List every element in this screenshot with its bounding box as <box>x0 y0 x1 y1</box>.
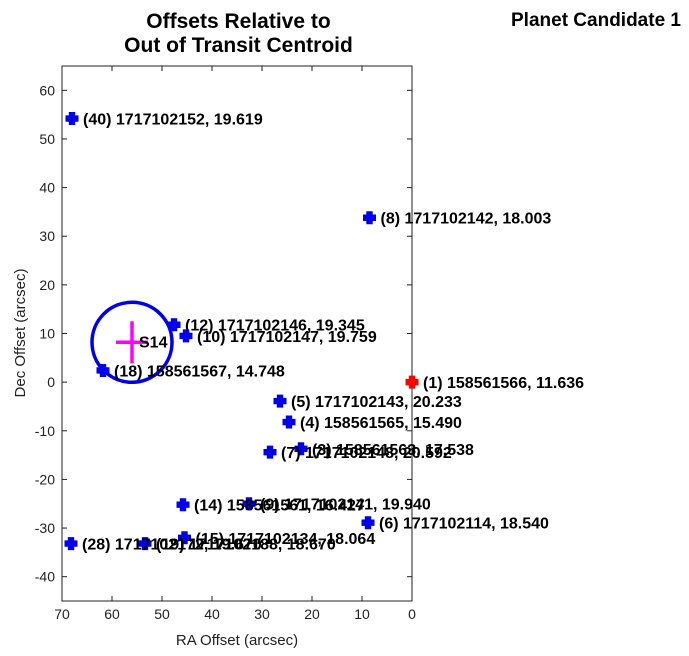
y-tick-label: 40 <box>39 180 55 196</box>
chart-title: Offsets Relative to Out of Transit Centr… <box>66 10 411 58</box>
star-marker <box>294 442 308 456</box>
centroid-layer: S14 <box>90 300 174 385</box>
title-line-2: Out of Transit Centroid <box>124 34 353 57</box>
point-label: (6) 1717102114, 18.540 <box>379 516 549 533</box>
x-tick-label: 50 <box>154 606 170 622</box>
point-label: (14) 158561561, 16.427 <box>194 498 365 515</box>
star-marker <box>273 394 287 408</box>
point-label: (15) 1717102134, 18.064 <box>196 531 376 548</box>
target-star-marker <box>405 375 419 389</box>
y-tick-label: 30 <box>39 228 55 244</box>
star-marker <box>179 329 193 343</box>
point-label: (7) 1717102148, 20.592 <box>281 445 452 462</box>
star-marker <box>282 415 296 429</box>
x-tick-label: 10 <box>354 606 370 622</box>
point-label: (10) 1717102147, 19.759 <box>197 329 377 346</box>
x-tick-label: 60 <box>104 606 120 622</box>
point-label: (9) 1717102141, 19.940 <box>260 497 431 514</box>
centroid-circle <box>90 300 174 385</box>
star-marker <box>363 211 376 225</box>
y-tick-label: 0 <box>47 374 55 390</box>
star-marker <box>64 537 78 551</box>
x-tick-label: 40 <box>204 606 220 622</box>
star-marker <box>242 497 256 511</box>
y-axis-label: Dec Offset (arcsec) <box>12 269 29 398</box>
x-tick-label: 20 <box>304 606 320 622</box>
star-marker <box>263 445 277 459</box>
point-label: (18) 158561567, 14.748 <box>114 363 285 380</box>
star-marker <box>65 112 79 126</box>
point-label: (4) 158561565, 15.490 <box>300 415 462 432</box>
y-tick-label: -10 <box>35 423 55 439</box>
point-label: (12) 1717102146, 19.345 <box>185 318 365 335</box>
star-marker <box>96 363 110 377</box>
star-marker <box>138 537 152 551</box>
y-tick-label: -20 <box>35 471 55 487</box>
title-line-1: Offsets Relative to <box>146 10 331 33</box>
y-tick-label: -40 <box>35 569 55 585</box>
y-tick-label: 50 <box>39 131 55 147</box>
centroid-label: S14 <box>139 334 168 351</box>
axis-ticks: 70 60 50 40 30 20 10 0 -40 -30 -20 -10 0 10 20 30 40 50 60 <box>35 66 416 622</box>
y-tick-label: 20 <box>39 277 55 293</box>
star-marker <box>167 318 181 332</box>
star-marker <box>361 516 375 530</box>
point-label: (3) 158561563, 17.538 <box>312 442 474 459</box>
candidate-label: Planet Candidate 1 <box>511 10 681 31</box>
point-label: (8) 1717102142, 18.003 <box>381 211 552 228</box>
star-marker <box>178 531 191 545</box>
point-label: (1) 158561566, 11.636 <box>423 375 584 392</box>
y-tick-label: 60 <box>39 82 55 98</box>
y-tick-label: -30 <box>35 520 55 536</box>
data-points: (40) 1717102152, 19.619 (8) 1717102142, 1… <box>64 112 584 554</box>
y-tick-label: 10 <box>39 326 55 342</box>
point-label: (40) 1717102152, 19.619 <box>83 112 263 129</box>
point-label: (19) 1717102188, 18.670 <box>156 537 336 554</box>
point-label: (5) 1717102143, 20.233 <box>291 394 462 411</box>
x-tick-label: 70 <box>54 606 70 622</box>
x-tick-label: 30 <box>254 606 270 622</box>
x-axis-label: RA Offset (arcsec) <box>176 632 298 649</box>
star-marker <box>176 498 190 512</box>
x-tick-label: 0 <box>408 606 416 622</box>
point-label: (28) 1717102172, 19.670 <box>82 537 262 554</box>
